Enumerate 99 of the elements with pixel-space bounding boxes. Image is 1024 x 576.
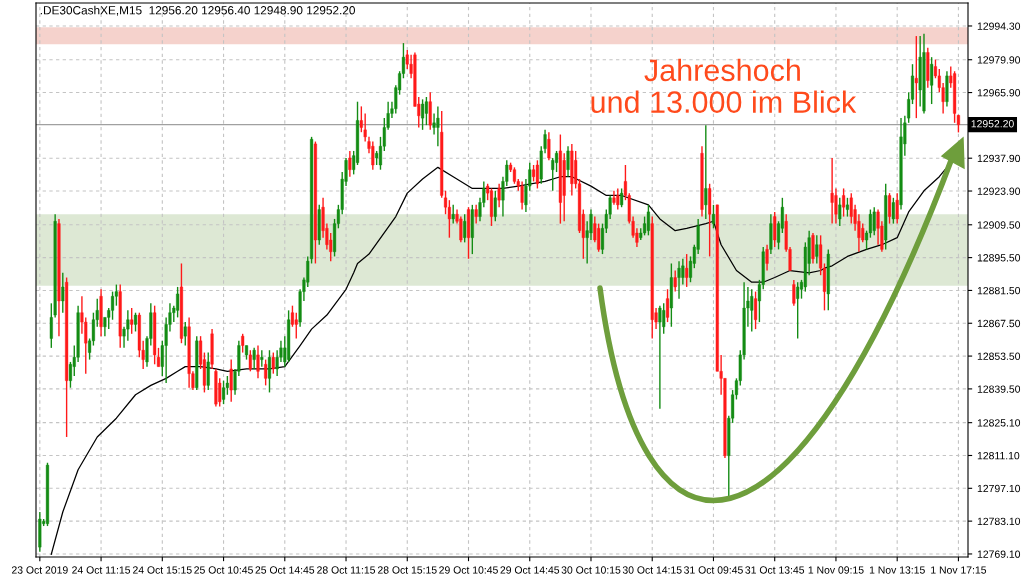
- candlestick: [711, 204, 716, 229]
- candlestick: [665, 288, 670, 323]
- candlestick: [183, 321, 187, 347]
- candlestick: [750, 288, 754, 333]
- candlestick: [891, 197, 895, 225]
- candlestick: [535, 159, 539, 190]
- candlestick: [673, 269, 677, 293]
- candlestick: [222, 380, 226, 405]
- candlestick: [371, 140, 375, 171]
- x-tick-label: 24 Oct 11:15: [72, 566, 131, 574]
- candlestick: [792, 279, 796, 307]
- y-tick-label: 12797.10: [977, 484, 1021, 493]
- annotation: Jahreshoch und 13.000 im Blick: [591, 58, 857, 113]
- candlestick: [914, 35, 918, 119]
- x-tick-label: 31 Oct 13:45: [745, 566, 805, 574]
- y-tick-label: 12867.50: [977, 319, 1021, 328]
- candlestick: [796, 281, 800, 340]
- candlestick: [547, 131, 551, 162]
- candlestick: [616, 187, 620, 211]
- x-tick-label: 30 Oct 14:15: [622, 566, 682, 574]
- y-tick-label: 12937.90: [977, 154, 1021, 163]
- x-tick-label: 24 Oct 15:15: [133, 566, 192, 574]
- x-tick-label: 28 Oct 11:15: [317, 566, 376, 574]
- candlestick: [658, 304, 662, 410]
- candlestick: [206, 351, 210, 391]
- candlestick: [872, 206, 876, 237]
- candlestick: [290, 304, 294, 328]
- candlestick: [348, 150, 352, 178]
- candlestick: [811, 232, 815, 265]
- x-tick-label: 29 Oct 10:45: [439, 566, 498, 574]
- candlestick: [773, 211, 777, 248]
- candlestick: [620, 187, 624, 208]
- y-tick-label: 12909.50: [977, 221, 1021, 229]
- x-tick-label: 29 Oct 14:45: [500, 566, 560, 574]
- y-tick-label: 12881.50: [977, 286, 1021, 295]
- candlestick: [685, 253, 689, 288]
- candlestick: [474, 204, 478, 225]
- candlestick: [421, 98, 425, 131]
- candlestick: [754, 290, 758, 330]
- y-tick-label: 12811.10: [977, 451, 1020, 460]
- candlestick: [451, 204, 455, 225]
- x-tick-label: 30 Oct 10:15: [561, 566, 621, 574]
- candlestick: [677, 260, 681, 300]
- y-tick-label: 12979.90: [977, 56, 1021, 64]
- candlestick: [176, 286, 180, 319]
- candlestick: [294, 312, 298, 340]
- candlestick: [133, 312, 138, 333]
- x-tick-label: 1 Nov 09:15: [808, 566, 864, 574]
- x-tick-label: 31 Oct 09:45: [684, 566, 743, 574]
- y-tick-label: 12895.50: [977, 254, 1021, 262]
- y-tick-label: 12783.10: [977, 517, 1021, 526]
- candlestick: [842, 187, 846, 218]
- candlestick: [887, 192, 892, 225]
- candlestick: [252, 347, 256, 370]
- candlestick: [256, 344, 260, 380]
- chart-title: .DE30CashXE,M15 12956.20 12956.40 12948.90 12952.20: [40, 5, 355, 16]
- candlestick: [130, 307, 134, 335]
- candlestick: [271, 351, 275, 375]
- y-tick-label: 12825.10: [977, 419, 1021, 427]
- y-tick-label: 12994.30: [977, 22, 1021, 30]
- y-tick-label: 12839.50: [977, 385, 1021, 393]
- ref-line-label: 12952.20: [971, 120, 1014, 128]
- candlestick: [646, 204, 650, 237]
- x-tick-label: 1 Nov 17:15: [931, 566, 987, 574]
- candlestick: [765, 244, 769, 272]
- candlestick: [830, 157, 834, 225]
- candlestick: [241, 333, 245, 354]
- candlestick: [267, 349, 272, 394]
- candlestick: [428, 91, 432, 131]
- y-tick-label: 12965.90: [977, 89, 1021, 97]
- candlestick: [497, 183, 501, 208]
- candlestick: [432, 112, 436, 136]
- y-tick-label: 12923.90: [977, 187, 1021, 195]
- candlestick: [463, 213, 467, 244]
- candlestick: [520, 180, 524, 211]
- candlestick: [704, 124, 708, 220]
- x-tick-label: 23 Oct 2019: [11, 566, 68, 574]
- candlestick: [260, 349, 264, 368]
- candlestick: [248, 349, 252, 373]
- candlestick: [424, 96, 428, 126]
- candlestick: [61, 272, 65, 314]
- y-tick-label: 12769.10: [977, 550, 1021, 558]
- candlestick: [436, 105, 440, 147]
- candlestick: [845, 197, 849, 218]
- x-tick-label: 28 Oct 15:15: [377, 566, 437, 574]
- candlestick: [229, 358, 233, 403]
- candlestick: [554, 150, 559, 173]
- x-tick-label: 25 Oct 10:45: [194, 566, 253, 574]
- candlestick: [930, 56, 934, 105]
- candlestick: [815, 234, 819, 265]
- x-tick-label: 25 Oct 14:45: [255, 566, 315, 574]
- candlestick: [68, 361, 72, 389]
- candlestick: [566, 145, 570, 178]
- x-tick-label: 1 Nov 13:15: [869, 566, 925, 574]
- candlestick: [264, 358, 268, 387]
- candlestick: [838, 197, 842, 227]
- y-tick-label: 12853.50: [977, 352, 1021, 360]
- candlestick: [493, 190, 497, 222]
- candlestick: [895, 192, 899, 225]
